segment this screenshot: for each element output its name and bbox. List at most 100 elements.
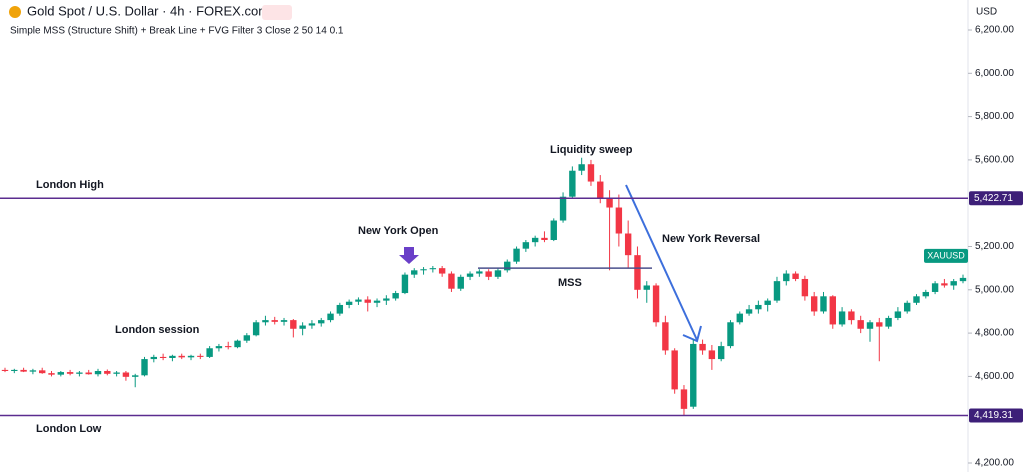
candle-body [587,164,595,182]
candle-body [11,369,18,371]
candle-body [401,274,409,294]
candle-body [104,370,111,374]
candle-body [76,372,83,374]
candle-body [187,355,195,358]
candle-body [643,285,650,290]
candle-body [141,359,148,376]
y-tick-label: 5,600.00 [975,155,1014,166]
candle-body [504,261,511,271]
y-tick-label: 4,200.00 [975,458,1014,469]
candle-body [913,296,920,303]
candle-body [271,320,278,322]
candle-body [494,270,502,277]
candle-body [197,355,204,357]
candle-body [541,237,548,241]
candle-body [280,320,288,322]
candle-body [820,296,827,312]
candle-body [429,268,437,270]
candle-body [169,355,176,358]
y-tick-label: 5,800.00 [975,111,1014,122]
candle-body [755,304,762,310]
candle-body [57,372,65,375]
candle-body [48,373,55,375]
candle-body [215,346,223,349]
candle-body [206,348,213,357]
candle-body [132,375,139,377]
candle-body [345,301,353,305]
candle-body [290,320,297,329]
candle-body [94,370,102,375]
symbol-tag [924,248,968,263]
y-tick-label: 5,200.00 [975,241,1014,252]
candle-body [457,276,464,289]
annotation: New York Reversal [662,233,760,245]
candle-body [848,311,855,321]
candle-body [234,340,241,348]
y-tick-label: 4,600.00 [975,371,1014,382]
candle-body [262,320,269,323]
candle-body [392,293,399,299]
candle-body [736,313,743,323]
annotation: Liquidity sweep [550,144,633,156]
candle-body [550,220,557,241]
candle-body [876,322,883,327]
candle-body [531,237,539,243]
candle-body [150,356,158,360]
arrow-head [682,325,702,343]
candle-body [959,277,967,282]
candle-body [597,181,604,199]
y-tick-label: 6,200.00 [975,25,1014,36]
candle-body [178,355,185,358]
candle-body [113,372,120,374]
candle-body [792,273,799,279]
candle-body [308,323,316,326]
y-tick-label: 6,000.00 [975,68,1014,79]
candle-body [327,313,334,321]
candle-body [838,311,846,325]
candle-body [159,356,167,358]
candle-body [662,322,669,351]
candle-body [39,370,46,374]
candle-body [420,269,427,271]
candle-body [243,335,251,341]
candle-body [318,320,325,324]
candle-body [225,346,232,348]
candle-body [364,299,371,303]
candle-body [727,322,734,347]
status-badge [262,5,292,20]
candle-body [922,291,929,297]
candle-body [941,283,948,286]
candle-body [411,270,418,275]
candle-body [783,273,790,282]
candle-body [717,346,725,360]
arrow-marker [399,247,419,264]
candle-body [438,268,446,274]
indicator-label: Simple MSS (Structure Shift) + Break Lin… [10,26,344,37]
candle-body [615,207,623,234]
candle-body [894,311,902,318]
candle-body [634,255,641,290]
arrow-line [625,184,698,341]
y-tick-label: 4,800.00 [975,328,1014,339]
symbol-label: XAUUSD [927,250,965,260]
candle-body [85,372,92,375]
candle-body [606,198,613,208]
candle-body [931,283,939,292]
annotation: London Low [36,423,102,435]
annotation: MSS [558,277,582,289]
candle-body [448,273,455,289]
candle-body [903,302,911,312]
candle-body [336,304,344,314]
candle-body [122,372,130,377]
price-tag [969,408,1023,423]
candle-body [476,271,483,274]
annotation: London session [115,324,200,336]
y-tick-label: 5,000.00 [975,284,1014,295]
candle-body [485,271,492,277]
price-tag-label: 4,419.31 [974,410,1013,421]
candle-body [680,389,688,409]
chart-title: Gold Spot / U.S. Dollar · 4h · FOREX.com [27,3,269,18]
price-tag [969,191,1023,206]
price-tag-label: 5,422.71 [974,193,1013,204]
candle-body [624,233,632,256]
